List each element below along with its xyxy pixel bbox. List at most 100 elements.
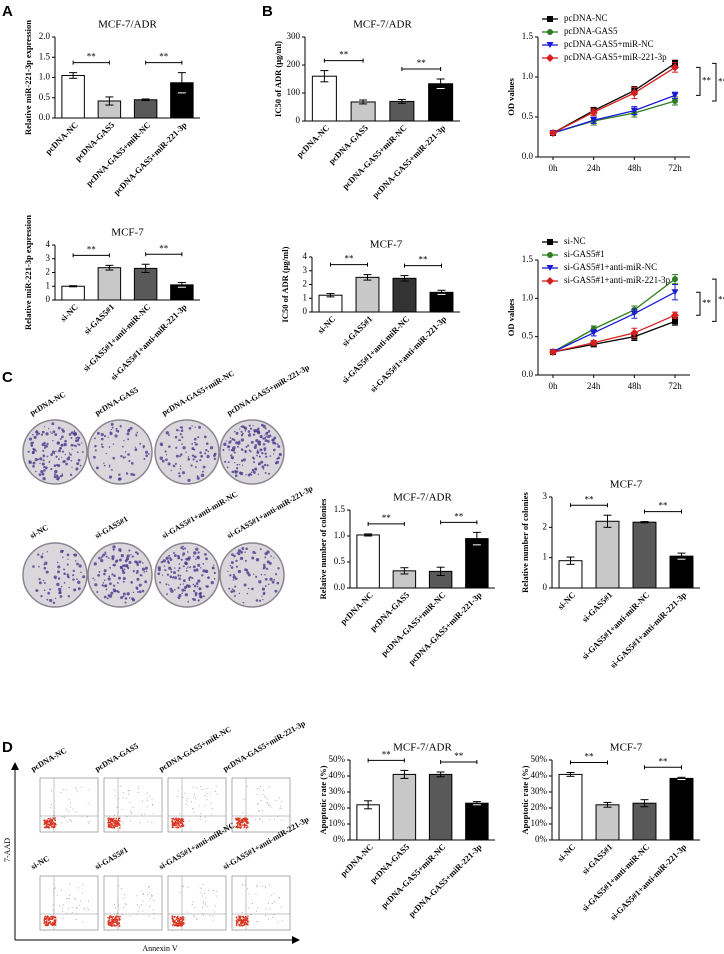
event	[50, 807, 52, 809]
event	[256, 886, 258, 888]
event	[259, 818, 261, 820]
colony	[253, 445, 257, 449]
event	[204, 821, 206, 823]
colony	[262, 442, 266, 446]
x-tick-label: si-GAS5#1+anti-miR-NC	[580, 842, 652, 914]
event	[50, 824, 53, 826]
legend-label: si-GAS5#1	[564, 249, 605, 259]
colony	[123, 439, 125, 442]
event	[54, 924, 57, 926]
event	[117, 898, 119, 900]
event	[265, 886, 267, 888]
event	[196, 815, 198, 817]
colony	[127, 453, 130, 456]
colony	[134, 446, 136, 448]
colony	[103, 434, 107, 438]
colony	[234, 430, 236, 433]
colony	[181, 588, 185, 592]
y-tick-label: 30%	[329, 786, 346, 796]
event	[56, 894, 58, 896]
event	[182, 796, 184, 798]
colony	[172, 571, 176, 575]
colony	[97, 574, 101, 577]
colony	[178, 474, 181, 478]
colony-plate	[154, 542, 220, 608]
event	[277, 921, 279, 923]
event	[194, 794, 196, 796]
colony	[193, 568, 197, 572]
colony	[180, 429, 184, 433]
colony	[278, 452, 282, 457]
colony	[174, 435, 178, 439]
y-axis-label: IC50 of ADR (μg/ml)	[273, 41, 283, 117]
colony	[80, 571, 82, 574]
event	[178, 920, 180, 922]
colony	[245, 569, 249, 572]
colony	[143, 570, 146, 573]
colony	[38, 473, 42, 477]
colony	[32, 441, 34, 444]
event	[148, 886, 150, 888]
event	[241, 924, 244, 927]
event	[257, 803, 259, 805]
event	[200, 785, 202, 787]
event	[215, 905, 217, 907]
event	[43, 918, 46, 921]
event	[107, 817, 109, 820]
legend-marker	[547, 29, 553, 35]
sig-label: **	[585, 494, 595, 504]
colony	[108, 466, 111, 468]
bar	[465, 538, 489, 589]
event	[272, 916, 274, 918]
colony	[244, 559, 247, 562]
colony	[240, 438, 245, 442]
x-tick-label: pcDNA-GAS5+miR-NC	[84, 120, 153, 189]
colony	[258, 599, 262, 602]
colony	[68, 452, 71, 454]
colony	[61, 473, 64, 475]
bar	[61, 285, 85, 301]
colony	[247, 433, 252, 437]
event	[179, 918, 181, 921]
event	[88, 820, 90, 822]
colony	[51, 450, 56, 454]
colony	[159, 581, 162, 584]
colony	[46, 446, 49, 448]
colony	[182, 471, 186, 475]
event	[72, 808, 74, 810]
colony	[32, 447, 35, 451]
event	[202, 883, 204, 885]
colony	[181, 436, 184, 439]
colony	[160, 560, 164, 564]
colony	[57, 577, 61, 580]
colony	[179, 465, 182, 467]
colony	[43, 563, 46, 566]
event	[245, 905, 247, 907]
event	[172, 826, 175, 829]
colony	[261, 587, 266, 591]
event	[265, 908, 267, 910]
event	[242, 824, 244, 826]
y-tick-label: 0%	[535, 834, 548, 844]
x-tick-label: si-GAS5#1+anti-miR-221-3p	[608, 842, 688, 922]
colony	[229, 574, 232, 577]
colony	[262, 592, 266, 595]
event	[245, 922, 248, 925]
event	[62, 904, 64, 906]
sig-bracket	[712, 62, 717, 102]
colony	[238, 592, 241, 595]
y-tick-label: 0	[543, 582, 548, 592]
event	[239, 922, 242, 924]
colony	[62, 556, 64, 559]
colony	[264, 573, 266, 576]
colony	[50, 453, 53, 456]
event	[273, 892, 275, 894]
colony	[32, 461, 36, 465]
event	[185, 803, 187, 805]
colony	[43, 441, 46, 445]
event	[238, 924, 241, 927]
event	[48, 919, 50, 922]
event	[265, 914, 267, 916]
event	[235, 826, 237, 829]
colony	[66, 573, 69, 576]
